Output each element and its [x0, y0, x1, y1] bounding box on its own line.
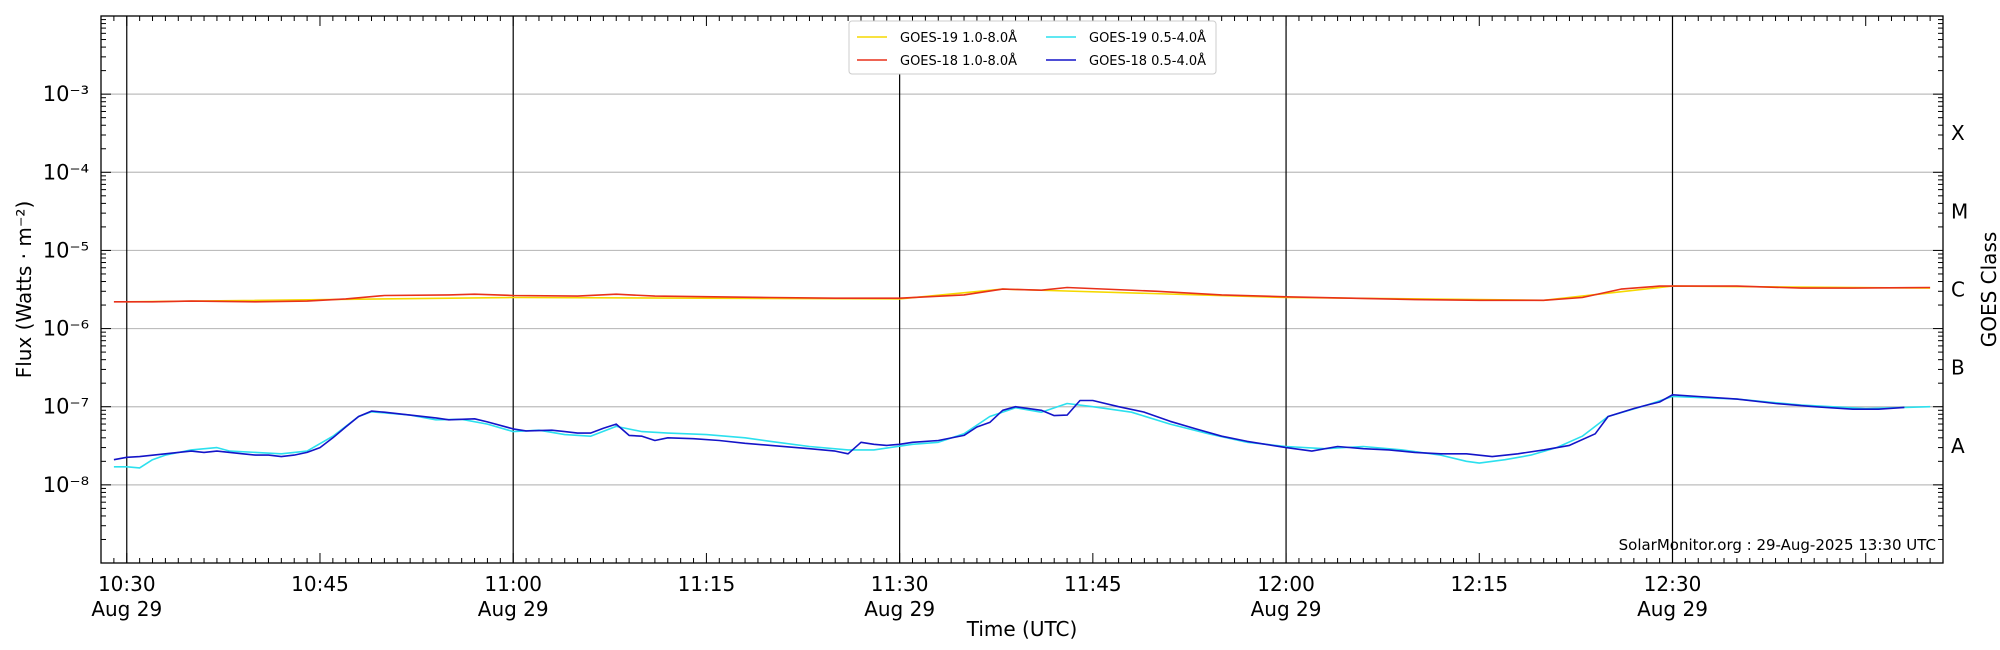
- goes-class-label: B: [1951, 356, 1965, 380]
- series-line-4: [113, 393, 1905, 461]
- x-tick-date-label: Aug 29: [864, 597, 935, 621]
- grid-layer: [101, 93, 1943, 486]
- x-axis-label: Time (UTC): [966, 617, 1078, 641]
- legend-label: GOES-19 1.0-8.0Å: [900, 30, 1017, 46]
- date-boundary-lines: [126, 16, 1674, 563]
- x-tick-label: 11:15: [678, 572, 736, 596]
- series-line-3: [113, 395, 1931, 469]
- legend-label: GOES-18 0.5-4.0Å: [1089, 53, 1206, 69]
- goes-class-label: A: [1951, 434, 1965, 458]
- x-tick-label: 11:30: [871, 572, 929, 596]
- y-tick-label: 10⁻⁶: [43, 317, 89, 341]
- x-tick-label: 10:30: [98, 572, 156, 596]
- y-tick-label: 10⁻³: [43, 82, 89, 106]
- x-tick-date-label: Aug 29: [91, 597, 162, 621]
- goes-class-label: C: [1951, 278, 1965, 302]
- goes-class-label: M: [1951, 199, 1968, 223]
- y-tick-label: 10⁻⁵: [43, 238, 89, 262]
- x-tick-label: 11:45: [1064, 572, 1122, 596]
- footer-credit: SolarMonitor.org : 29-Aug-2025 13:30 UTC: [1619, 536, 1936, 554]
- y-tick-label: 10⁻⁴: [43, 160, 89, 184]
- legend-box: [848, 20, 1217, 75]
- series-layer: [113, 285, 1931, 469]
- plot-frame: [100, 15, 1944, 564]
- x-tick-label: 12:00: [1257, 572, 1315, 596]
- x-tick-label: 10:45: [291, 572, 349, 596]
- goes-class-label: X: [1951, 121, 1965, 145]
- series-line-1: [126, 285, 1931, 303]
- x-tick-date-label: Aug 29: [478, 597, 549, 621]
- x-tick-label: 12:30: [1644, 572, 1702, 596]
- x-tick-date-label: Aug 29: [1637, 597, 1708, 621]
- legend: GOES-19 1.0-8.0Å GOES-18 1.0-8.0Å GOES-19 …: [848, 20, 1217, 75]
- legend-label: GOES-18 1.0-8.0Å: [900, 53, 1017, 69]
- y-tick-label: 10⁻⁷: [43, 395, 89, 419]
- series-line-2: [113, 285, 1931, 303]
- x-tick-label: 11:00: [484, 572, 542, 596]
- goes-class-axis-label: GOES Class: [1977, 232, 2000, 348]
- y-axis-label: Flux (Watts · m⁻²): [12, 201, 36, 379]
- x-tick-date-label: Aug 29: [1251, 597, 1322, 621]
- x-tick-label: 12:15: [1450, 572, 1508, 596]
- legend-label: GOES-19 0.5-4.0Å: [1089, 30, 1206, 46]
- y-tick-label: 10⁻⁸: [43, 473, 89, 497]
